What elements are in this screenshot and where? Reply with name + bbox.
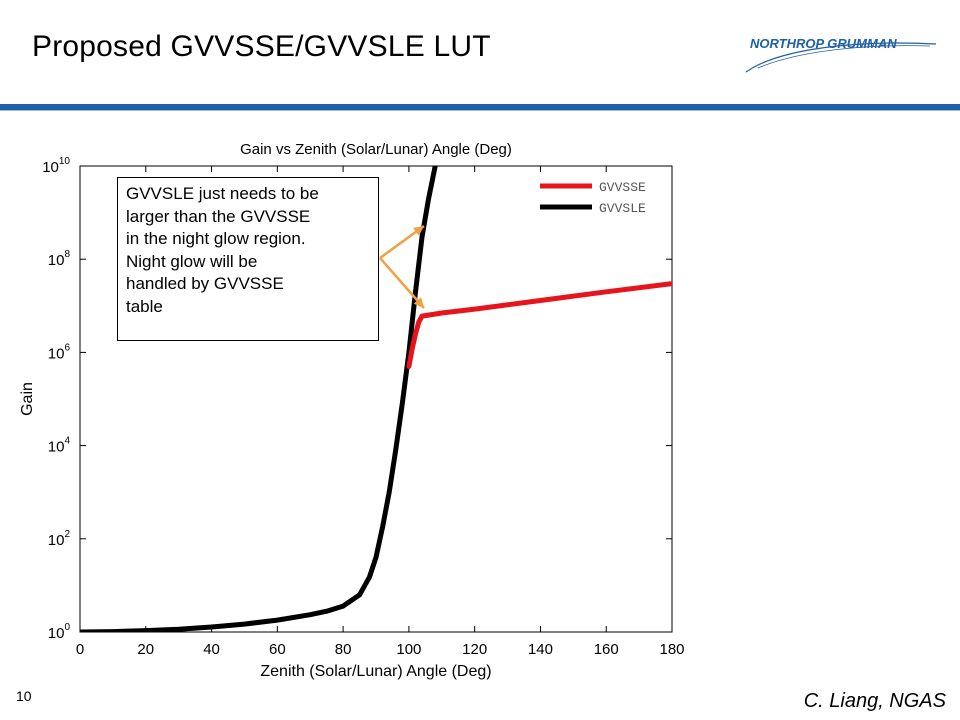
northrop-grumman-logo: NORTHROP GRUMMAN (745, 36, 937, 73)
header-rule (0, 104, 960, 110)
annotation-arrowhead (413, 297, 424, 308)
annotation-line: larger than the GVVSSE (126, 206, 311, 226)
legend-label-gvvsle: GVVSLE (599, 201, 646, 216)
x-tick-label: 60 (269, 641, 286, 658)
annotation-arrow (379, 257, 425, 309)
annotation-line: table (126, 296, 163, 316)
annotation-line: Night glow will be (126, 251, 258, 271)
series-line-gvvsle (80, 166, 438, 632)
annotation-line: handled by GVVSSE (126, 274, 284, 293)
x-tick-label: 180 (659, 641, 684, 658)
x-axis-label: Zenith (Solar/Lunar) Angle (Deg) (260, 663, 491, 680)
x-tick-label: 120 (462, 641, 487, 658)
x-tick-label: 80 (335, 641, 352, 658)
author-credit: C. Liang, NGAS (803, 690, 946, 712)
x-tick-label: 0 (76, 641, 84, 658)
series-line-gvvsse (406, 281, 672, 369)
chart-title: Gain vs Zenith (Solar/Lunar) Angle (Deg) (240, 141, 512, 158)
annotation-box: GVVSLE just needs to be larger than the … (117, 177, 379, 341)
y-tick-label: 100 (48, 622, 71, 642)
plot-frame (79, 165, 673, 633)
y-tick-label: 108 (48, 249, 71, 269)
y-tick-label: 106 (48, 342, 71, 362)
legend-label-gvvsse: GVVSSE (599, 180, 646, 195)
annotation-line: in the night glow region. (126, 229, 306, 248)
x-tick-label: 40 (203, 641, 220, 658)
y-axis-label: Gain (19, 382, 36, 416)
header-rule-thin (0, 110, 960, 111)
y-tick-label: 104 (48, 436, 71, 456)
x-tick-label: 140 (528, 641, 553, 658)
x-tick-label: 20 (137, 641, 154, 658)
logo-text: NORTHROP GRUMMAN (750, 36, 897, 51)
page-number: 10 (16, 688, 32, 704)
annotation-line: GVVSLE just needs to be (126, 184, 319, 203)
y-tick-label: 102 (48, 529, 71, 549)
slide-title: Proposed GVVSSE/GVVSLE LUT (32, 30, 491, 63)
y-tick-label: 1010 (42, 156, 70, 176)
annotation-arrowhead (412, 226, 424, 236)
x-tick-label: 100 (396, 641, 421, 658)
x-tick-label: 160 (594, 641, 619, 658)
